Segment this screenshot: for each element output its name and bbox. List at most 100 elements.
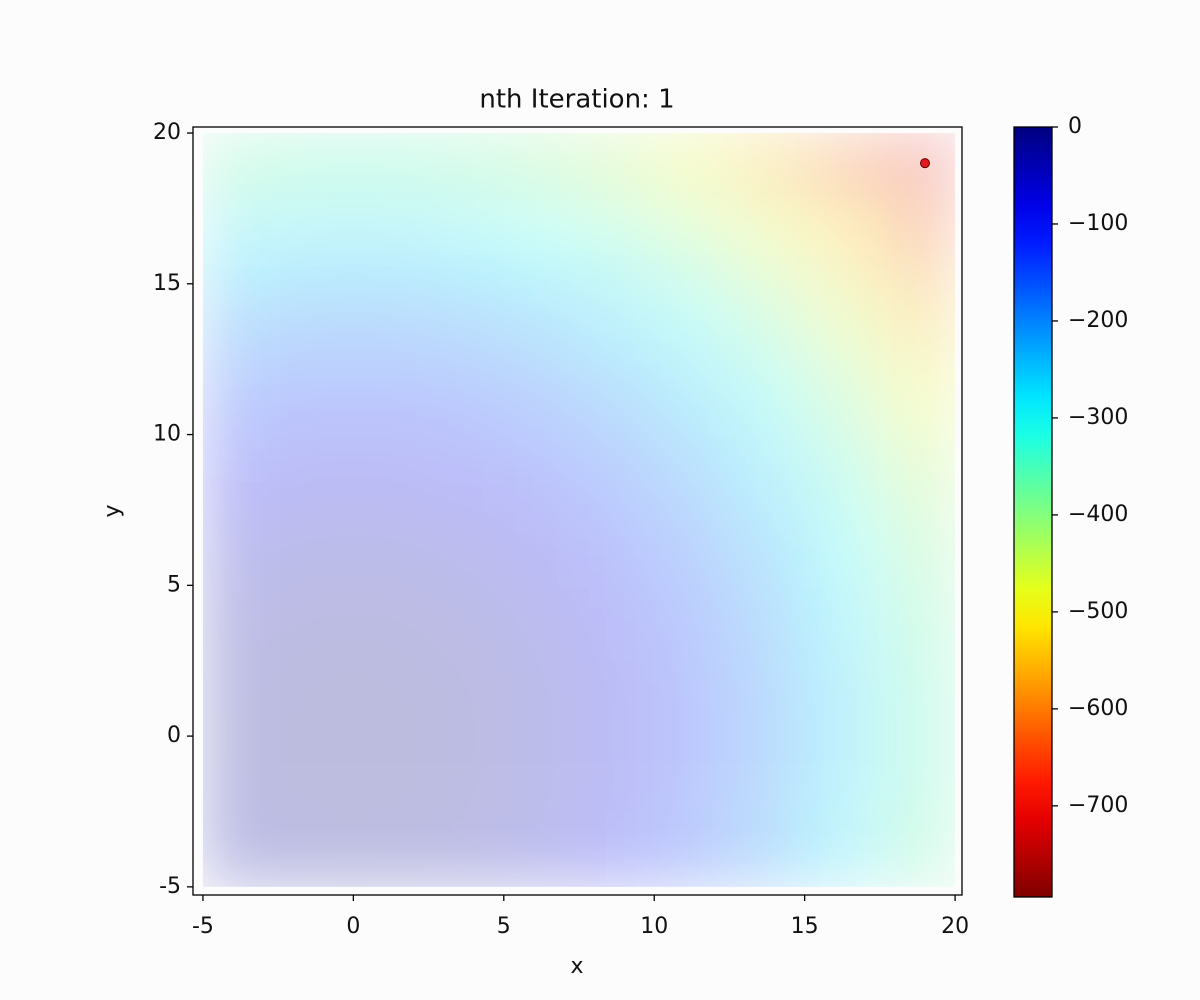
heat-cell — [729, 208, 806, 285]
heat-cell — [503, 585, 580, 662]
heat-cell — [428, 509, 505, 586]
heat-cell — [579, 660, 655, 737]
heat-cell — [654, 509, 730, 586]
heat-cell — [202, 434, 279, 511]
heat-cell — [804, 283, 881, 360]
heat-cell — [804, 434, 881, 511]
heat-cell — [278, 585, 354, 662]
heat-cell — [654, 736, 730, 812]
colorbar-tick-label: −700 — [1068, 793, 1128, 818]
heat-cell — [202, 133, 279, 209]
heat-cell — [879, 434, 956, 511]
heat-cell — [503, 660, 580, 737]
heat-cell — [202, 585, 279, 662]
colorbar-tick-label: −100 — [1068, 211, 1128, 236]
heat-cell — [353, 208, 430, 285]
y-tick-label: 10 — [153, 422, 181, 447]
heat-cell — [202, 736, 279, 812]
heat-cell — [654, 434, 730, 511]
heat-cell — [353, 133, 430, 209]
heat-cell — [202, 359, 279, 436]
heat-cell — [804, 585, 881, 662]
heat-cell — [353, 585, 430, 662]
colorbar-tick-label: −600 — [1068, 696, 1128, 721]
heat-cell — [654, 283, 730, 360]
heat-cell — [428, 283, 505, 360]
y-tick-label: 5 — [167, 572, 181, 597]
heat-cell — [202, 509, 279, 586]
heat-cell — [579, 208, 655, 285]
heat-cell — [503, 283, 580, 360]
heat-cell — [804, 208, 881, 285]
heat-cell — [729, 811, 806, 887]
x-tick-label: 5 — [497, 914, 511, 939]
heat-cell — [428, 811, 505, 887]
heat-cell — [654, 811, 730, 887]
chart-title: nth Iteration: 1 — [479, 85, 674, 115]
heat-cell — [353, 359, 430, 436]
heat-cell — [729, 509, 806, 586]
heat-cell — [353, 736, 430, 812]
heat-cell — [278, 811, 354, 887]
heat-cell — [804, 359, 881, 436]
heat-cell — [428, 359, 505, 436]
y-tick-label: 15 — [153, 271, 181, 296]
heat-cell — [804, 660, 881, 737]
heat-cell — [729, 283, 806, 360]
heat-cell — [729, 660, 806, 737]
heat-cell — [804, 736, 881, 812]
heat-cell — [353, 434, 430, 511]
point — [919, 158, 930, 169]
heat-cell — [579, 811, 655, 887]
heat-cell — [353, 811, 430, 887]
heat-cell — [278, 434, 354, 511]
heat-cell — [579, 283, 655, 360]
heat-cell — [579, 359, 655, 436]
heat-cell — [353, 660, 430, 737]
x-tick-label: 0 — [346, 914, 360, 939]
heat-cell — [428, 208, 505, 285]
heat-cell — [428, 660, 505, 737]
heat-cell — [503, 811, 580, 887]
heat-cell — [579, 509, 655, 586]
plot-frame — [192, 126, 963, 896]
heat-cell — [503, 434, 580, 511]
heat-cell — [579, 434, 655, 511]
heat-cell — [879, 133, 956, 209]
colorbar-tick-label: 0 — [1068, 114, 1082, 139]
heat-cell — [879, 208, 956, 285]
heat-cell — [503, 133, 580, 209]
heat-cell — [278, 660, 354, 737]
heat-cell — [278, 509, 354, 586]
colorbar-tick-label: −300 — [1068, 405, 1128, 430]
heat-cell — [729, 133, 806, 209]
heat-cell — [879, 811, 956, 887]
heat-cell — [879, 736, 956, 812]
heat-cell — [729, 434, 806, 511]
heat-cell — [654, 133, 730, 209]
x-tick-label: 10 — [640, 914, 668, 939]
y-tick-label: -5 — [159, 874, 181, 899]
heat-cell — [428, 133, 505, 209]
heat-cell — [729, 585, 806, 662]
x-tick-label: -5 — [192, 914, 214, 939]
y-tick-label: 20 — [153, 120, 181, 145]
heat-cell — [428, 434, 505, 511]
heat-cell — [353, 283, 430, 360]
x-tick-label: 20 — [941, 914, 969, 939]
heat-cell — [654, 585, 730, 662]
heat-cell — [879, 359, 956, 436]
heat-cell — [729, 736, 806, 812]
colorbar-tick-label: −200 — [1068, 308, 1128, 333]
heat-cell — [503, 736, 580, 812]
heat-cell — [879, 660, 956, 737]
heat-cell — [579, 736, 655, 812]
heat-cell — [428, 585, 505, 662]
heat-cell — [278, 133, 354, 209]
heat-cell — [428, 736, 505, 812]
heat-cell — [202, 208, 279, 285]
heat-cell — [202, 811, 279, 887]
heatmap — [202, 133, 956, 887]
heat-cell — [503, 509, 580, 586]
